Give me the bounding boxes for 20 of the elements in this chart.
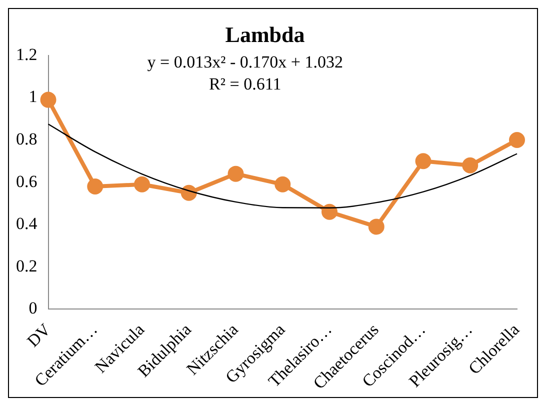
point xyxy=(415,153,432,170)
point xyxy=(368,218,384,235)
chart-title: Lambda xyxy=(225,22,305,47)
y-tick-label: 0.4 xyxy=(16,214,38,234)
y-tick-label: 0 xyxy=(28,298,38,318)
y-tick-label: 1 xyxy=(28,87,38,106)
y-tick-label: 0.2 xyxy=(16,256,38,276)
point xyxy=(134,176,150,192)
y-tick-label: 0.6 xyxy=(16,172,38,191)
annotation: y = 0.013x² - 0.170x + 1.032 xyxy=(147,52,343,72)
point xyxy=(274,176,291,192)
point xyxy=(462,157,478,174)
y-tick-label: 1.2 xyxy=(16,44,38,64)
point xyxy=(322,204,338,220)
point xyxy=(509,132,525,148)
point xyxy=(228,166,244,182)
point xyxy=(40,92,56,108)
point xyxy=(87,178,104,195)
y-tick-label: 0.8 xyxy=(16,129,38,148)
annotation: R² = 0.611 xyxy=(209,74,282,94)
